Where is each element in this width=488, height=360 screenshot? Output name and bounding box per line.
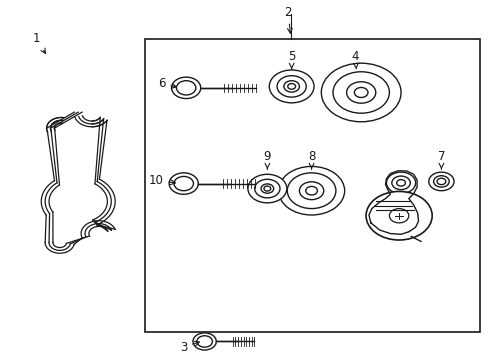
Circle shape [384, 208, 393, 215]
Circle shape [176, 81, 196, 95]
Circle shape [254, 179, 280, 198]
Text: 4: 4 [351, 50, 358, 69]
Circle shape [433, 176, 448, 187]
Circle shape [174, 176, 193, 191]
Text: 2: 2 [284, 6, 292, 33]
Circle shape [193, 333, 216, 350]
Circle shape [287, 173, 335, 208]
Circle shape [269, 70, 313, 103]
Circle shape [391, 176, 409, 190]
Circle shape [264, 186, 270, 191]
Text: 6: 6 [158, 77, 176, 90]
Circle shape [332, 72, 388, 113]
Circle shape [388, 208, 408, 223]
Circle shape [278, 166, 344, 215]
Polygon shape [368, 171, 418, 234]
Circle shape [354, 87, 367, 98]
Bar [144, 39, 479, 332]
Text: 8: 8 [307, 150, 315, 169]
Circle shape [171, 77, 201, 99]
Text: 5: 5 [287, 50, 295, 69]
Text: 1: 1 [33, 32, 45, 53]
Circle shape [299, 182, 323, 200]
Circle shape [436, 178, 445, 185]
Text: 7: 7 [437, 150, 444, 169]
Circle shape [169, 173, 198, 194]
Circle shape [305, 186, 317, 195]
Circle shape [247, 174, 286, 203]
Circle shape [346, 82, 375, 103]
Circle shape [287, 84, 295, 89]
Text: 10: 10 [148, 174, 175, 186]
Text: 9: 9 [263, 150, 270, 169]
Circle shape [197, 336, 212, 347]
Circle shape [386, 172, 415, 194]
Circle shape [428, 172, 453, 191]
Circle shape [261, 184, 273, 193]
Circle shape [277, 76, 305, 97]
Circle shape [396, 180, 405, 186]
Circle shape [321, 63, 400, 122]
Circle shape [284, 81, 299, 92]
Text: 3: 3 [180, 341, 199, 354]
Circle shape [366, 192, 431, 240]
